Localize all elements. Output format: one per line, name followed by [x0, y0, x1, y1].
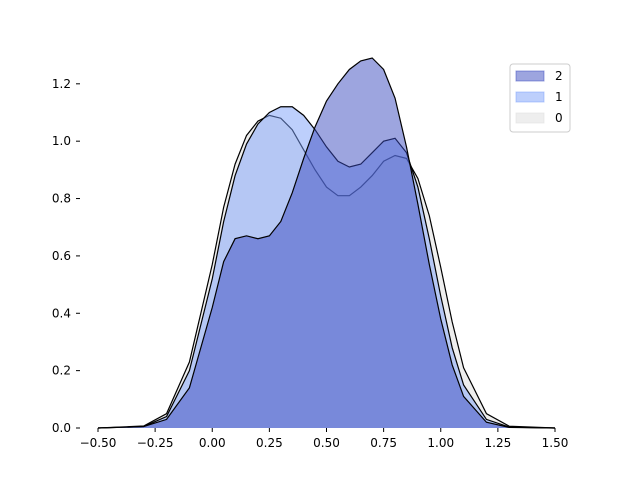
x-tick-label: 1.50	[542, 436, 569, 450]
legend-swatch	[515, 112, 545, 124]
x-tick-label: −0.50	[80, 436, 117, 450]
y-tick-label: 0.6	[52, 249, 71, 263]
legend-label: 2	[555, 69, 563, 83]
y-tick-label: 1.0	[52, 134, 71, 148]
x-tick-label: 0.75	[370, 436, 397, 450]
y-tick-label: 0.8	[52, 192, 71, 206]
legend-label: 0	[555, 111, 563, 125]
legend-label: 1	[555, 90, 563, 104]
y-tick-label: 1.2	[52, 77, 71, 91]
legend-swatch	[515, 70, 545, 82]
y-tick-label: 0.4	[52, 306, 71, 320]
x-tick-label: 0.00	[199, 436, 226, 450]
x-tick-label: 1.00	[427, 436, 454, 450]
x-tick-label: 1.25	[485, 436, 512, 450]
y-tick-label: 0.2	[52, 364, 71, 378]
density-area	[98, 58, 555, 428]
x-tick-label: 0.25	[256, 436, 283, 450]
legend: 2 1 0	[509, 63, 571, 133]
density-line	[97, 57, 556, 429]
y-tick-label: 0.0	[52, 421, 71, 435]
x-tick-label: −0.25	[137, 436, 174, 450]
legend-swatch	[515, 91, 545, 103]
x-tick-label: 0.50	[313, 436, 340, 450]
